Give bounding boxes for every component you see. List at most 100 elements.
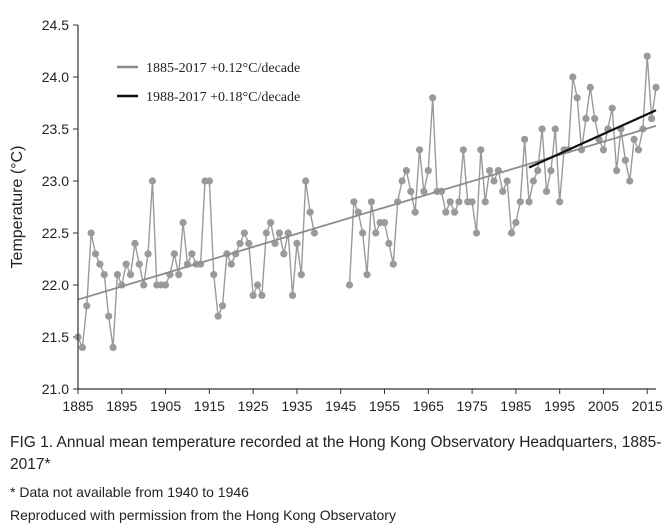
data-point bbox=[131, 239, 139, 247]
data-point bbox=[144, 250, 152, 258]
data-point bbox=[122, 260, 130, 268]
data-point bbox=[214, 312, 222, 320]
data-point bbox=[389, 260, 397, 268]
data-point bbox=[140, 281, 148, 289]
data-point bbox=[420, 187, 428, 195]
data-point bbox=[468, 198, 476, 206]
data-point bbox=[310, 229, 319, 237]
data-point bbox=[424, 167, 432, 175]
data-point bbox=[407, 187, 415, 195]
data-point bbox=[481, 198, 489, 206]
data-point bbox=[262, 229, 270, 237]
trend-line-1988-2017 bbox=[528, 109, 657, 169]
data-point bbox=[608, 104, 616, 112]
figure-credit: Reproduced with permission from the Hong… bbox=[10, 507, 396, 523]
x-tick-label: 2005 bbox=[588, 398, 619, 414]
figure-footnote: * Data not available from 1940 to 1946 bbox=[10, 484, 249, 500]
y-tick-label: 24.0 bbox=[42, 69, 69, 85]
y-axis-label: Temperature (°C) bbox=[9, 146, 26, 269]
data-point bbox=[529, 177, 537, 185]
data-point bbox=[429, 94, 437, 102]
data-point bbox=[253, 281, 262, 289]
data-point bbox=[486, 167, 494, 175]
data-point bbox=[210, 271, 218, 279]
data-point bbox=[293, 239, 301, 247]
data-point bbox=[288, 291, 297, 299]
data-point bbox=[275, 229, 284, 237]
data-point bbox=[490, 177, 498, 185]
data-point bbox=[507, 229, 516, 237]
x-tick-label: 1965 bbox=[413, 398, 444, 414]
x-tick-label: 1995 bbox=[544, 398, 575, 414]
data-point bbox=[297, 271, 305, 279]
x-tick-label: 1885 bbox=[62, 398, 93, 414]
x-tick-label: 1955 bbox=[369, 398, 400, 414]
data-point bbox=[446, 198, 454, 206]
data-point bbox=[113, 271, 122, 279]
figure-caption: FIG 1. Annual mean temperature recorded … bbox=[10, 434, 662, 473]
data-point bbox=[91, 250, 100, 258]
data-point bbox=[284, 229, 292, 237]
data-point bbox=[538, 125, 546, 133]
data-point bbox=[267, 219, 275, 227]
data-point bbox=[385, 239, 393, 247]
data-point bbox=[612, 167, 621, 175]
data-point bbox=[477, 146, 485, 154]
data-point bbox=[442, 208, 450, 216]
data-point bbox=[503, 177, 511, 185]
axis-ticks: 21.0 21.5 22.0 22.5 23.0 23.5 24.0 24.5 1885 1895… bbox=[42, 17, 663, 414]
x-tick-label: 1985 bbox=[500, 398, 531, 414]
y-tick-label: 22.0 bbox=[42, 277, 69, 293]
data-point bbox=[411, 208, 419, 216]
data-point bbox=[512, 219, 520, 227]
x-tick-label: 1975 bbox=[457, 398, 488, 414]
data-point bbox=[621, 156, 629, 164]
data-point bbox=[109, 343, 117, 351]
data-point bbox=[170, 250, 178, 258]
data-point bbox=[634, 146, 643, 154]
axes bbox=[77, 25, 656, 390]
data-point bbox=[556, 198, 564, 206]
y-tick-label: 23.0 bbox=[42, 173, 69, 189]
legend-label-recent-trend: 1988-2017 +0.18°C/decade bbox=[146, 90, 300, 105]
data-point bbox=[380, 219, 389, 227]
x-tick-label: 2015 bbox=[632, 398, 663, 414]
data-point bbox=[100, 271, 108, 279]
data-point bbox=[573, 94, 581, 102]
y-tick-label: 22.5 bbox=[42, 225, 69, 241]
data-point bbox=[398, 177, 406, 185]
data-point bbox=[630, 135, 638, 143]
data-point bbox=[205, 177, 213, 185]
data-point bbox=[472, 229, 481, 237]
y-tick-label: 21.5 bbox=[42, 329, 69, 345]
data-point bbox=[249, 291, 257, 299]
data-point bbox=[188, 250, 196, 258]
data-point bbox=[551, 125, 559, 133]
data-point bbox=[363, 271, 371, 279]
data-point bbox=[126, 271, 135, 279]
data-point bbox=[372, 229, 380, 237]
y-tick-label: 21.0 bbox=[42, 381, 69, 397]
x-tick-label: 1935 bbox=[281, 398, 312, 414]
data-point bbox=[534, 167, 542, 175]
x-tick-label: 1905 bbox=[150, 398, 181, 414]
data-point bbox=[83, 302, 91, 310]
data-point bbox=[179, 219, 187, 227]
data-point bbox=[525, 198, 533, 206]
data-point bbox=[648, 115, 656, 123]
data-point bbox=[459, 146, 467, 154]
data-point bbox=[359, 229, 367, 237]
data-point bbox=[245, 239, 253, 247]
data-point bbox=[499, 187, 507, 195]
data-point bbox=[455, 198, 463, 206]
data-point bbox=[521, 135, 529, 143]
data-point bbox=[599, 146, 608, 154]
data-point bbox=[161, 281, 170, 289]
data-point bbox=[105, 312, 113, 320]
data-point bbox=[345, 281, 354, 289]
temperature-chart: 21.0 21.5 22.0 22.5 23.0 23.5 24.0 24.5 1885 1895… bbox=[9, 17, 663, 414]
data-point bbox=[643, 52, 651, 60]
data-point bbox=[367, 198, 375, 206]
data-point bbox=[626, 177, 634, 185]
observation-series bbox=[74, 52, 660, 351]
